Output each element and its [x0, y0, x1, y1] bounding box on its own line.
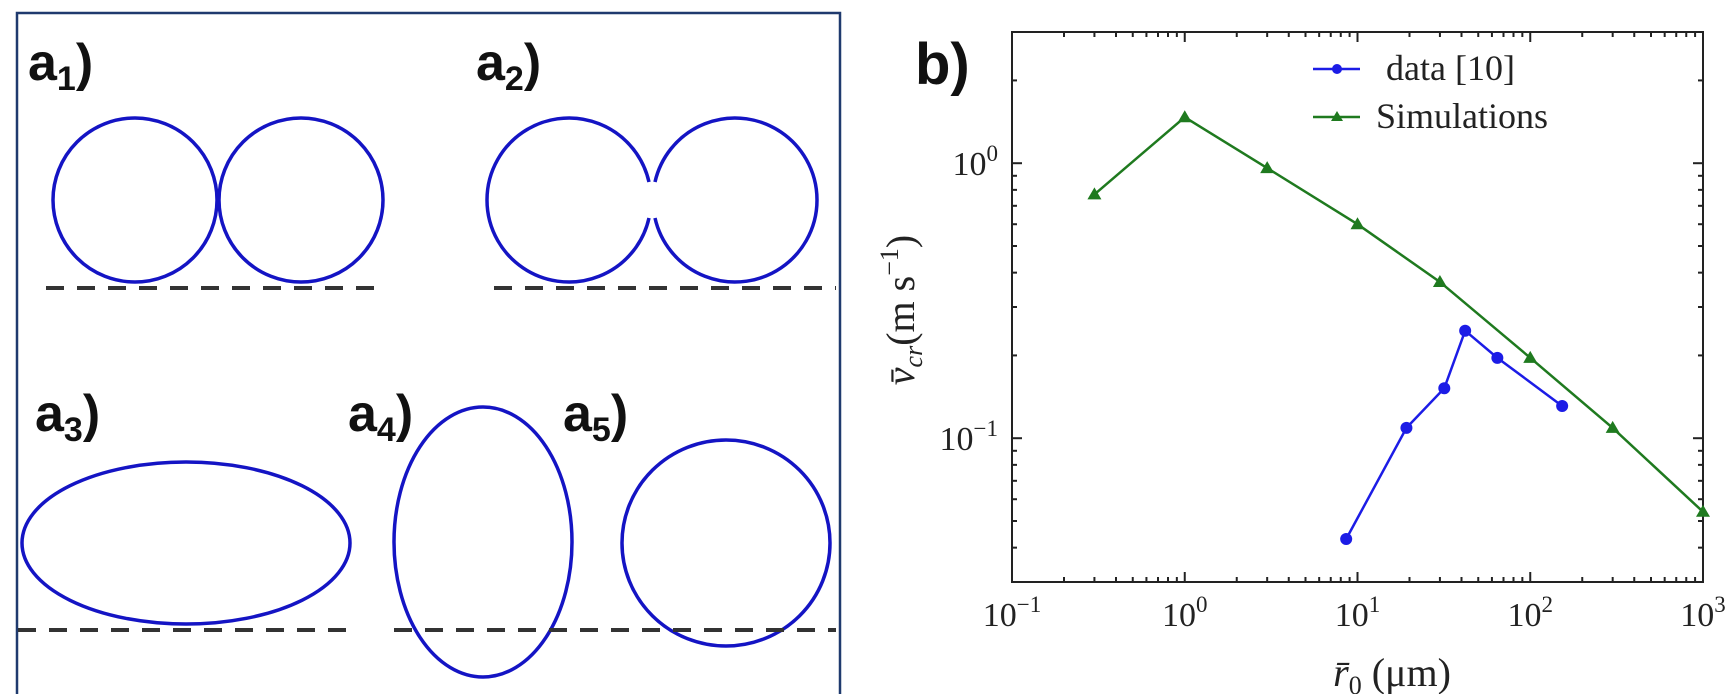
- data-point-data: [1556, 399, 1569, 412]
- panel-label-b: b): [915, 32, 970, 97]
- data-point-data: [1459, 324, 1472, 337]
- data-point-simulations: [1350, 217, 1365, 230]
- droplet-a2-left: [485, 116, 651, 284]
- legend-marker-triangle: [1331, 111, 1343, 121]
- panel-label-a5: a5): [563, 385, 628, 449]
- x-tick-labels: 10−1 100 101 102 103: [983, 592, 1726, 634]
- droplet-a1-right: [217, 116, 385, 284]
- legend-item-data: data [10]: [1313, 48, 1515, 88]
- y-tick-labels: 100 10−1: [940, 141, 998, 458]
- panel-a-frame: [15, 11, 842, 694]
- data-point-data: [1340, 533, 1353, 546]
- plot-frame: [1011, 31, 1704, 583]
- data-point-simulations: [1177, 110, 1192, 123]
- droplet-a2-right: [653, 116, 819, 284]
- x-tick-label: 103: [1680, 592, 1726, 634]
- panel-label-a1: a1): [28, 34, 93, 98]
- droplet-a3-oblate: [20, 460, 352, 626]
- panel-label-a4: a4): [348, 385, 413, 449]
- data-point-simulations: [1087, 187, 1102, 200]
- panel-a: a1) a2) a3) a4) a5): [15, 11, 842, 694]
- data-point-data: [1491, 351, 1504, 364]
- x-tick-label: 102: [1508, 592, 1554, 634]
- data-point-data: [1400, 421, 1413, 434]
- legend: data [10] Simulations: [1313, 48, 1548, 136]
- x-tick-label: 10−1: [983, 592, 1041, 634]
- droplet-a1-left: [51, 116, 219, 284]
- legend-item-simulations: Simulations: [1313, 96, 1548, 136]
- panel-label-a2: a2): [476, 34, 541, 98]
- droplet-a4-prolate: [392, 405, 574, 679]
- data-point-simulations: [1605, 420, 1620, 433]
- droplet-a5-sphere: [620, 438, 832, 648]
- data-point-simulations: [1523, 350, 1538, 363]
- panel-label-a3: a3): [35, 385, 100, 449]
- y-tick-label: 100: [953, 141, 999, 183]
- x-axis-label: r̄0 (μm): [1333, 650, 1451, 694]
- series-line-simulations: [1093, 115, 1704, 513]
- y-tick-label: 10−1: [940, 416, 998, 458]
- axis-ticks: [1011, 31, 1703, 583]
- data-point-simulations: [1696, 504, 1710, 517]
- data-point-simulations: [1432, 274, 1447, 287]
- series-line-data: [1345, 328, 1563, 540]
- x-tick-label: 101: [1335, 592, 1381, 634]
- legend-label-data: data [10]: [1386, 48, 1515, 88]
- data-point-simulations: [1260, 161, 1275, 174]
- series-layer: [1087, 110, 1710, 546]
- legend-label-simulations: Simulations: [1376, 96, 1548, 136]
- data-point-data: [1438, 382, 1451, 395]
- x-tick-label: 100: [1162, 592, 1208, 634]
- legend-marker-circle: [1332, 64, 1342, 74]
- y-axis-label: v̄cr(m s−1): [875, 235, 928, 385]
